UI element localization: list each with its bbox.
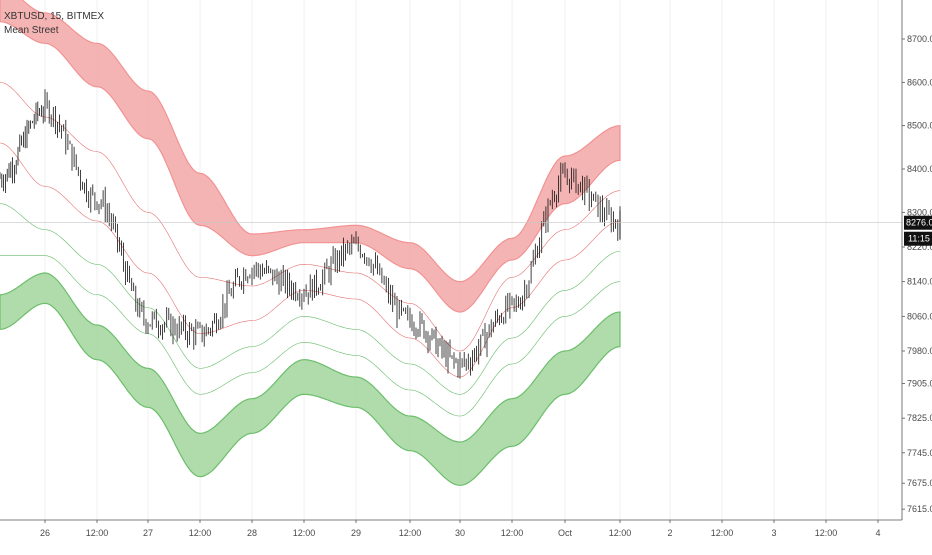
x-tick-label-5: 12:00 (293, 528, 316, 538)
y-tick-label-8: 7980.0 (907, 346, 932, 356)
x-tick-label-16: 4 (875, 528, 880, 538)
x-tick-label-2: 27 (143, 528, 153, 538)
y-tick-label-2: 8500.0 (907, 121, 932, 131)
last-price-badge: 8276.0 (904, 215, 932, 230)
y-tick-label-11: 7745.0 (907, 448, 932, 458)
x-tick-label-10: Oct (558, 528, 573, 538)
x-tick-label-7: 12:00 (399, 528, 422, 538)
x-tick-label-3: 12:00 (189, 528, 212, 538)
x-tick-label-12: 2 (667, 528, 672, 538)
upper-band (0, 0, 621, 313)
lower-band (0, 272, 621, 486)
x-tick-label-13: 12:00 (711, 528, 734, 538)
x-tick-label-1: 12:00 (86, 528, 109, 538)
y-tick-label-3: 8400.0 (907, 164, 932, 174)
x-tick-label-15: 12:00 (815, 528, 838, 538)
y-tick-label-4: 8300.0 (907, 207, 932, 217)
x-tick-label-6: 29 (351, 528, 361, 538)
mean-line-green-1 (0, 203, 621, 395)
y-tick-label-12: 7675.0 (907, 478, 932, 488)
indicator-label: Mean Street (4, 25, 59, 36)
y-tick-label-6: 8140.0 (907, 277, 932, 287)
x-tick-label-11: 12:00 (609, 528, 632, 538)
mean-line-red-1 (0, 82, 621, 352)
x-tick-label-14: 3 (771, 528, 776, 538)
y-tick-label-13: 7615.0 (907, 504, 932, 514)
countdown-badge-text: 11:15 (908, 234, 930, 244)
x-tick-label-4: 28 (247, 528, 257, 538)
y-tick-label-7: 8060.0 (907, 311, 932, 321)
y-tick-label-5: 8220.0 (907, 242, 932, 252)
mean-line-green-2 (0, 255, 621, 417)
y-tick-label-10: 7825.0 (907, 413, 932, 423)
x-tick-label-0: 26 (40, 528, 50, 538)
chart-legend: XBTUSD, 15, BITMEX Mean Street (4, 10, 104, 38)
symbol-label: XBTUSD, 15, BITMEX (4, 11, 105, 22)
last-price-badge-bg (904, 215, 932, 230)
x-tick-label-9: 12:00 (501, 528, 524, 538)
last-price-badge-text: 8276.0 (906, 218, 932, 228)
countdown-badge: 11:15 (904, 231, 932, 246)
y-tick-label-0: 8700.0 (907, 34, 932, 44)
countdown-badge-bg (904, 231, 932, 246)
y-tick-label-1: 8600.0 (907, 77, 932, 87)
x-tick-label-8: 30 (455, 528, 465, 538)
y-tick-label-9: 7905.0 (907, 379, 932, 389)
